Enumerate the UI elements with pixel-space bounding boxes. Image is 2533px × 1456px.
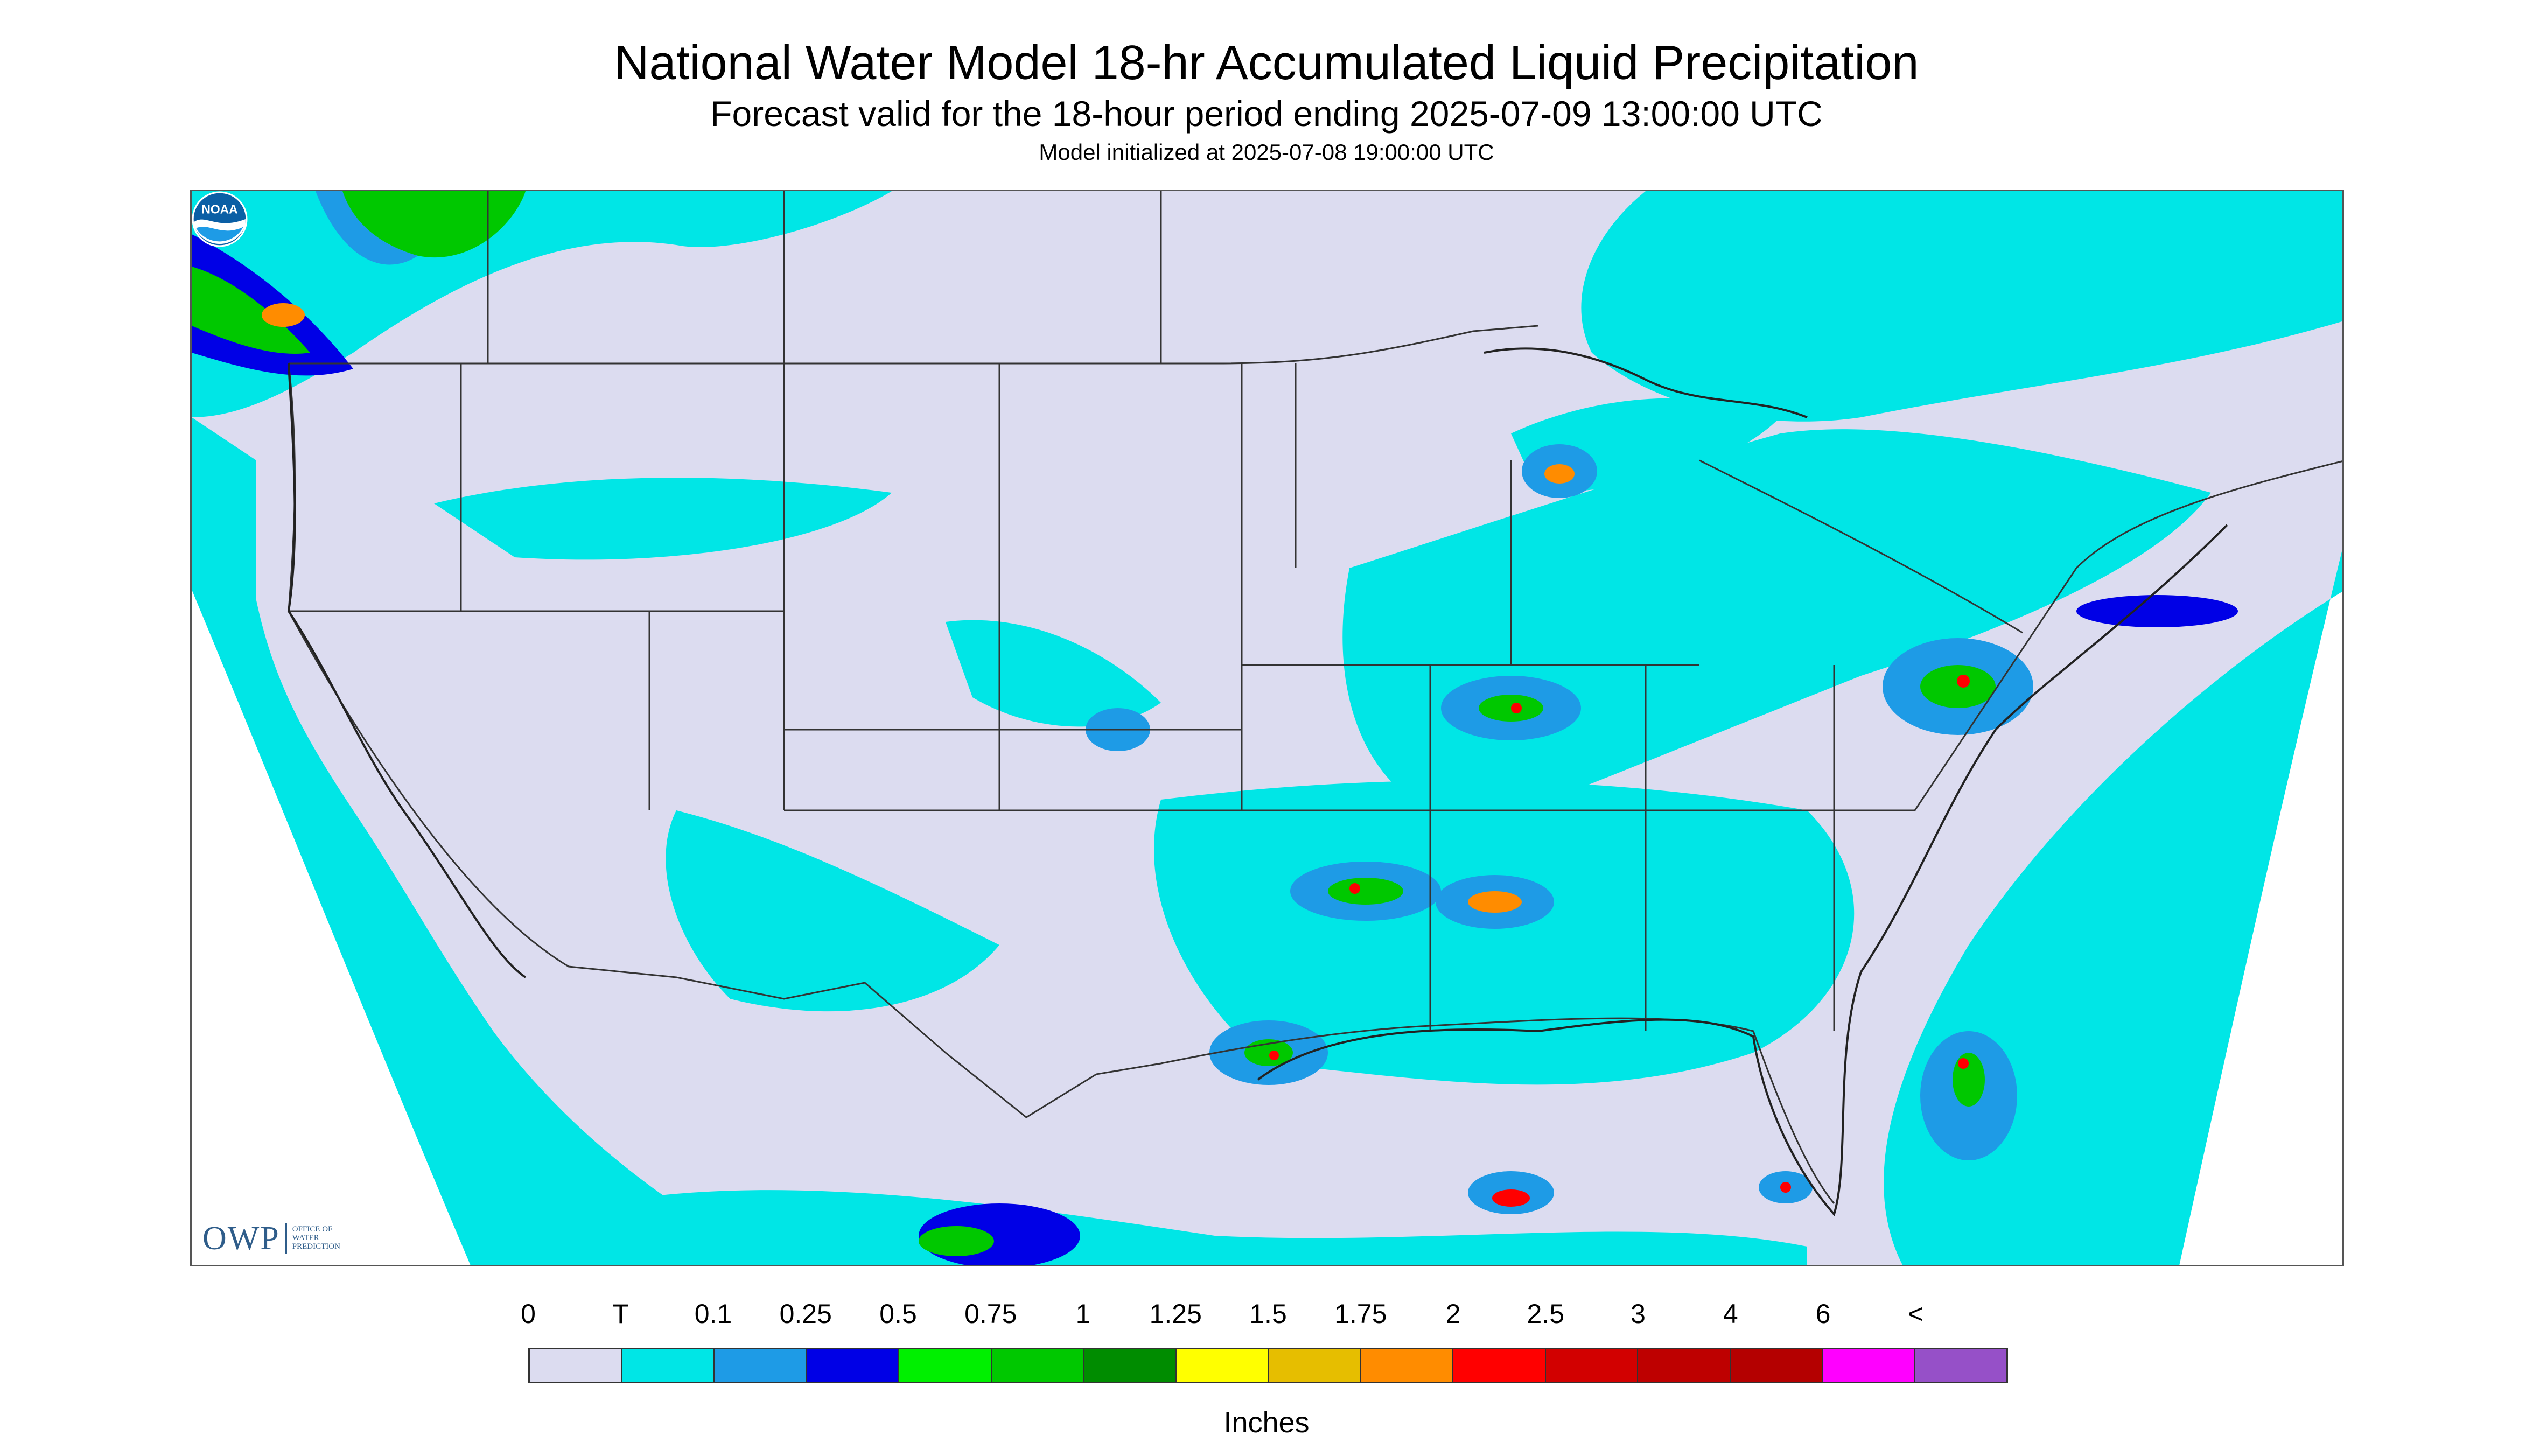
atlantic-core (1953, 1053, 1985, 1107)
legend-swatch (1823, 1349, 1915, 1382)
legend-swatch (1453, 1349, 1546, 1382)
legend-swatch (622, 1349, 715, 1382)
legend-label: 4 (1723, 1299, 1738, 1329)
legend-swatch (807, 1349, 899, 1382)
legend-swatch (1361, 1349, 1453, 1382)
arkansas-red (1349, 883, 1360, 894)
owp-logo-mark: OWP (202, 1220, 280, 1257)
legend-swatch (1545, 1349, 1638, 1382)
legend-label: 1.75 (1334, 1299, 1387, 1329)
legend-colorbar (528, 1348, 2008, 1383)
legend-label: 0.75 (964, 1299, 1017, 1329)
midatlantic-core (1920, 665, 1996, 708)
legend-label: 0.25 (779, 1299, 832, 1329)
coastline (287, 347, 2228, 1217)
pnw-orange-core (262, 303, 305, 327)
legend-swatch (530, 1349, 622, 1382)
canada-east-precip-area (1581, 191, 2342, 422)
legend-label: 0 (521, 1299, 536, 1329)
gulf-core (1492, 1189, 1530, 1207)
legend-label: 1.5 (1249, 1299, 1287, 1329)
map-subtitle: Forecast valid for the 18-hour period en… (710, 94, 1823, 134)
noaa-logo-text: NOAA (201, 202, 237, 216)
bc-green-area (342, 191, 526, 258)
pacific-precip-area (192, 417, 778, 1265)
map-title: National Water Model 18-hr Accumulated L… (614, 36, 1919, 90)
gulf-precip-area (601, 1190, 1807, 1265)
midatlantic-red (1957, 675, 1970, 688)
florida-red (1780, 1182, 1791, 1193)
legend-labels: 0 T 0.1 0.25 0.5 0.75 1 1.25 1.5 1.75 2 2.5 3 4 6 < (0, 1300, 2533, 1333)
wisconsin-core (1544, 464, 1575, 484)
legend-swatch (1269, 1349, 1361, 1382)
legend-swatch (1638, 1349, 1731, 1382)
mexico-core (919, 1226, 994, 1256)
legend-swatch (1176, 1349, 1269, 1382)
legend-swatch (1730, 1349, 1823, 1382)
southeast-precip-band (1153, 780, 1855, 1085)
legend-label: 2.5 (1527, 1299, 1565, 1329)
northwest-precip-band (434, 478, 892, 560)
northeast-cell (2076, 595, 2238, 627)
map-canvas (192, 191, 2342, 1265)
legend-label: 2 (1445, 1299, 1461, 1329)
pnw-green-core (192, 267, 310, 354)
ohio-valley-red (1511, 703, 1522, 713)
atlantic-red (1958, 1058, 1969, 1069)
mississippi-core (1468, 891, 1522, 913)
legend-swatch (899, 1349, 992, 1382)
arkansas-core (1328, 878, 1403, 905)
precipitation-map[interactable]: OWP Office of Water Prediction NOAA (190, 190, 2344, 1266)
legend-swatch (1915, 1349, 2006, 1382)
legend-label: 6 (1815, 1299, 1831, 1329)
legend-swatch (991, 1349, 1084, 1382)
legend-label: 0.1 (694, 1299, 732, 1329)
legend-units: Inches (1223, 1406, 1310, 1439)
legend-label: T (612, 1299, 629, 1329)
legend-label: 1.25 (1149, 1299, 1202, 1329)
southwest-precip-band (666, 810, 999, 1012)
owp-logo-divider (285, 1223, 287, 1254)
bc-blue-edge (316, 191, 418, 265)
owp-logo: OWP Office of Water Prediction (202, 1220, 340, 1257)
model-init-text: Model initialized at 2025-07-08 19:00:00… (1039, 139, 1494, 165)
legend-label: 0.5 (879, 1299, 917, 1329)
legend-swatch (1084, 1349, 1177, 1382)
legend-label: 1 (1075, 1299, 1091, 1329)
noaa-logo-icon: NOAA (192, 191, 248, 247)
legend-swatch (715, 1349, 807, 1382)
legend-label: 3 (1631, 1299, 1646, 1329)
texas-coast-red (1269, 1051, 1279, 1060)
owp-logo-text: Office of Water Prediction (292, 1225, 340, 1251)
legend-label: < (1907, 1299, 1923, 1329)
